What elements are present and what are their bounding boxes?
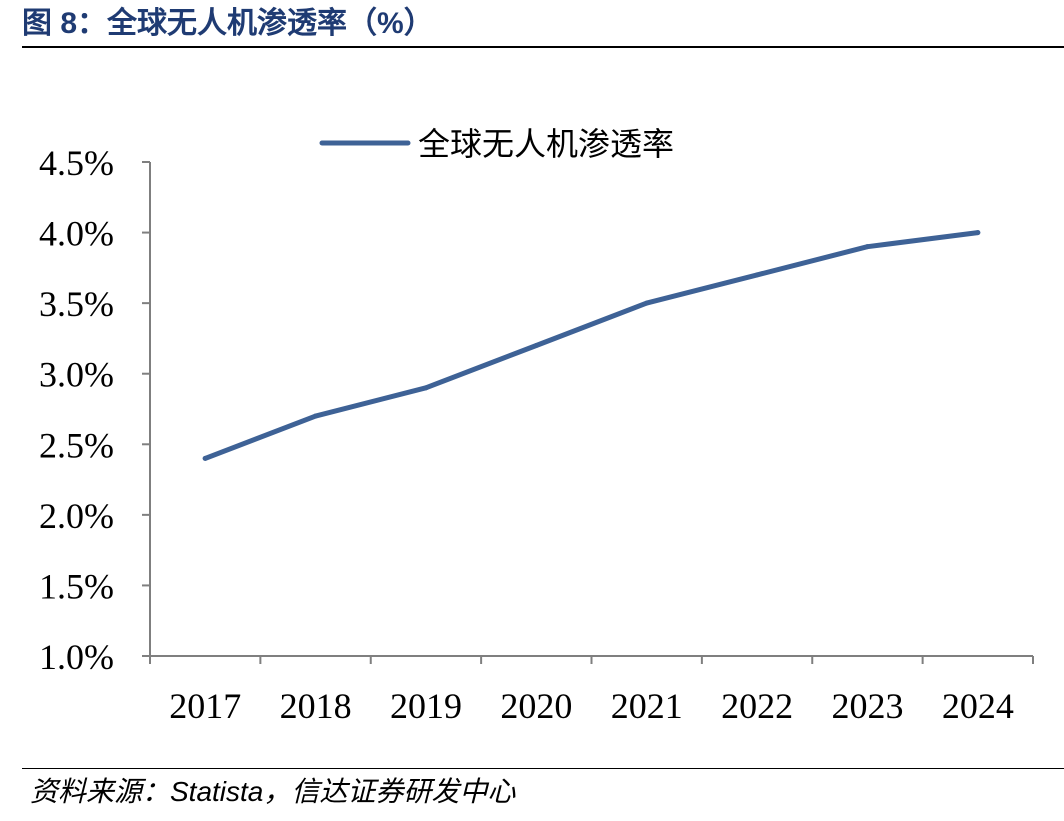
y-tick-label: 1.5% — [39, 566, 114, 606]
data-point — [644, 300, 650, 306]
data-point — [864, 244, 870, 250]
x-axis: 2017 2018 2019 2020 2021 2022 2023 2024 — [149, 655, 1034, 726]
y-tick-label: 4.0% — [39, 214, 114, 254]
data-point — [423, 385, 429, 391]
source-divider — [22, 768, 1064, 769]
x-tick-label: 2022 — [721, 686, 793, 726]
y-tick-label: 3.0% — [39, 355, 114, 395]
y-tick-label: 3.5% — [39, 284, 114, 324]
figure-title: 图 8：全球无人机渗透率（%） — [22, 7, 434, 40]
series-line — [202, 230, 981, 461]
x-tick-label: 2021 — [611, 686, 683, 726]
x-tick-label: 2020 — [500, 686, 572, 726]
data-point — [533, 342, 539, 348]
data-point — [975, 230, 981, 236]
x-tick-label: 2019 — [390, 686, 462, 726]
title-divider — [22, 46, 1064, 48]
y-tick-label: 2.5% — [39, 425, 114, 465]
legend-label: 全球无人机渗透率 — [418, 125, 674, 163]
y-axis: 1.0% 1.5% 2.0% 2.5% 3.0% 3.5% 4.0% 4.5% — [39, 143, 151, 677]
y-tick-label: 1.0% — [39, 637, 114, 677]
legend: 全球无人机渗透率 — [319, 125, 674, 163]
y-tick-label: 4.5% — [39, 143, 114, 183]
x-tick-label: 2023 — [831, 686, 903, 726]
x-tick-label: 2017 — [169, 686, 241, 726]
data-point — [202, 455, 208, 461]
y-tick-label: 2.0% — [39, 496, 114, 536]
data-point — [754, 272, 760, 278]
series-layer — [202, 230, 981, 461]
source-note: 资料来源：Statista，信达证券研发中心 — [30, 776, 516, 807]
data-point — [313, 413, 319, 419]
x-tick-label: 2024 — [942, 686, 1014, 726]
x-tick-label: 2018 — [280, 686, 352, 726]
